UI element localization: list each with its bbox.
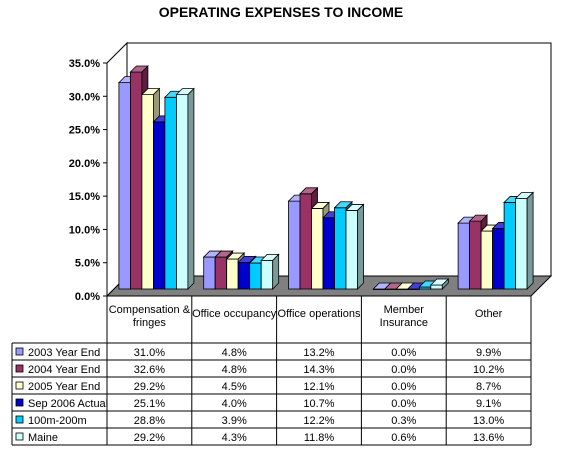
bar-front: [249, 262, 262, 290]
bar-front: [515, 198, 528, 290]
legend-swatch: [15, 415, 24, 424]
bar: [260, 253, 280, 290]
bar-front: [492, 228, 505, 290]
y-tick-label: 10.0%: [69, 224, 100, 236]
category-label: Other: [475, 308, 503, 320]
data-label: 13.6%: [473, 432, 504, 444]
data-label: 9.1%: [476, 398, 501, 410]
bar-side: [526, 191, 534, 290]
data-label: 4.8%: [222, 364, 247, 376]
data-label: 29.2%: [134, 381, 165, 393]
y-tick-label: 15.0%: [69, 191, 100, 203]
y-tick-label: 35.0%: [69, 58, 100, 70]
category-label: Insurance: [380, 317, 428, 329]
legend-label: 100m-200m: [28, 415, 87, 427]
data-label: 13.0%: [473, 415, 504, 427]
data-label: 0.6%: [391, 432, 416, 444]
data-label: 3.9%: [222, 415, 247, 427]
legend-swatch: [15, 398, 24, 407]
bar-side: [187, 87, 195, 290]
bar-front: [214, 256, 228, 290]
y-tick-label: 0.0%: [75, 291, 100, 303]
legend-swatch: [15, 364, 24, 373]
bar-front: [299, 193, 312, 290]
legend-swatch: [15, 381, 24, 390]
bar-front: [175, 94, 189, 290]
data-label: 0.0%: [391, 364, 416, 376]
bar: [514, 191, 535, 290]
chart-title: OPERATING EXPENSES TO INCOME: [159, 4, 404, 20]
data-label: 4.3%: [222, 432, 247, 444]
bar-side: [272, 253, 280, 290]
category-label: Compensation &: [109, 304, 191, 316]
bar: [429, 278, 450, 290]
data-label: 4.5%: [222, 381, 247, 393]
bar-front: [288, 200, 301, 290]
data-label: 10.7%: [303, 398, 334, 410]
data-label: 0.0%: [391, 347, 416, 359]
bar-front: [322, 217, 335, 290]
legend-swatch: [15, 432, 24, 441]
data-label: 0.0%: [391, 381, 416, 393]
bar-side: [357, 203, 364, 290]
y-tick-label: 5.0%: [75, 258, 100, 270]
data-label: 12.2%: [303, 415, 334, 427]
data-label: 32.6%: [134, 364, 165, 376]
y-tick-label: 30.0%: [69, 91, 100, 103]
bar-front: [430, 284, 443, 290]
y-tick-label: 20.0%: [69, 158, 100, 170]
data-table: Compensation &fringes Office occupancy Off…: [11, 295, 532, 446]
legend-label: Maine: [28, 432, 58, 444]
data-label: 28.8%: [134, 415, 165, 427]
bar: [175, 87, 195, 290]
legend-label: 2005 Year End: [28, 381, 100, 393]
bar-front: [152, 121, 166, 290]
legend-label: 2003 Year End: [28, 347, 100, 359]
data-label: 29.2%: [134, 432, 165, 444]
y-axis: 0.0% 5.0% 10.0% 15.0% 20.0% 25.0% 30.0% 35.0%: [69, 58, 108, 303]
data-label: 4.8%: [222, 347, 247, 359]
data-label: 0.3%: [391, 415, 416, 427]
y-tick-label: 25.0%: [69, 125, 100, 137]
bar-front: [469, 220, 482, 290]
legend-swatch: [15, 347, 24, 356]
bar-front: [260, 259, 274, 290]
data-label: 4.0%: [222, 398, 247, 410]
data-label: 10.2%: [473, 364, 504, 376]
data-label: 14.3%: [303, 364, 334, 376]
bars: [117, 65, 535, 290]
category-label: Office operations: [278, 308, 361, 320]
bar-front: [203, 256, 216, 290]
category-label: fringes: [133, 317, 167, 329]
category-label: Office occupancy: [192, 308, 277, 320]
data-label: 25.1%: [134, 398, 165, 410]
bar-front: [237, 261, 251, 290]
legend-label: 2004 Year End: [28, 364, 100, 376]
data-label: 9.9%: [476, 347, 501, 359]
category-label: Member: [384, 304, 425, 316]
bar-front: [311, 208, 324, 290]
bar-front: [118, 82, 131, 290]
bar: [345, 203, 365, 290]
bar-front: [334, 207, 347, 290]
bar-front: [480, 230, 494, 290]
bar-front: [141, 94, 154, 290]
data-label: 11.8%: [304, 432, 335, 444]
bar-front: [164, 96, 177, 290]
data-label: 13.2%: [303, 347, 334, 359]
bar-side: [441, 278, 449, 290]
data-label: 0.0%: [391, 398, 416, 410]
bar-front: [457, 222, 471, 290]
bar-front: [503, 202, 517, 290]
legend-label: Sep 2006 Actual: [28, 398, 108, 410]
data-label: 12.1%: [303, 381, 334, 393]
bar-front: [345, 210, 358, 290]
bar-front: [129, 71, 143, 290]
data-label: 8.7%: [476, 381, 501, 393]
data-label: 31.0%: [134, 347, 165, 359]
bar-front: [226, 258, 239, 290]
